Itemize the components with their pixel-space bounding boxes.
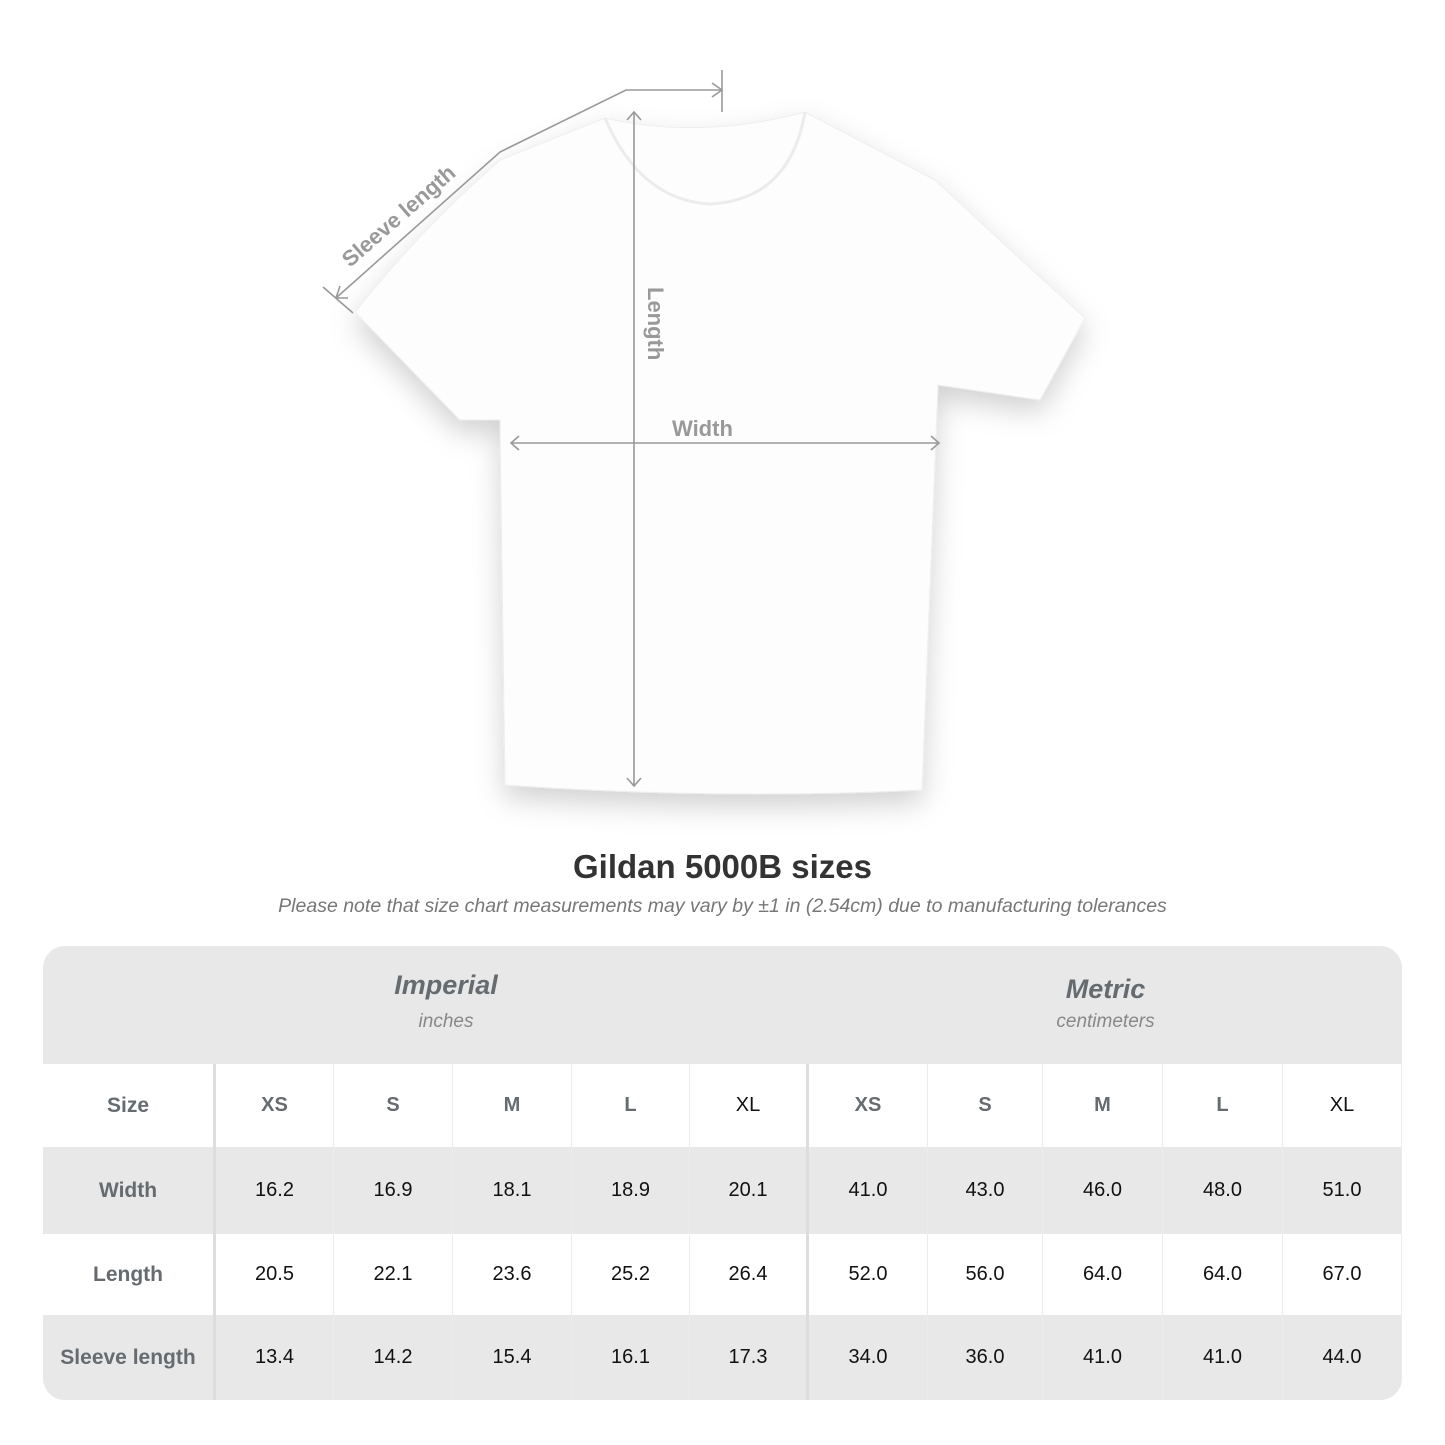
imperial-value-cell: 17.3	[690, 1315, 809, 1400]
imperial-value-cell: 23.6	[453, 1234, 572, 1315]
imperial-value-cell: 16.2	[216, 1147, 334, 1234]
size-header-cell: S	[928, 1064, 1043, 1147]
imperial-header: Imperial inches	[216, 946, 676, 1064]
tshirt-shape	[354, 111, 1086, 795]
imperial-value-cell: 26.4	[690, 1234, 809, 1315]
size-header-cell: XL	[690, 1064, 809, 1147]
width-label: Width	[672, 416, 733, 441]
metric-value-cell: 52.0	[809, 1234, 928, 1315]
length-label: Length	[643, 287, 668, 360]
size-header-cell: L	[1163, 1064, 1283, 1147]
size-table: Imperial inches Metric centimeters Size X…	[43, 946, 1402, 1400]
tolerance-note: Please note that size chart measurements…	[278, 895, 1167, 917]
metric-value-cell: 64.0	[1163, 1234, 1283, 1315]
size-header-cell: M	[1043, 1064, 1163, 1147]
imperial-value-cell: 18.9	[572, 1147, 690, 1234]
imperial-value-cell: 13.4	[216, 1315, 334, 1400]
metric-value-cell: 43.0	[928, 1147, 1043, 1234]
metric-value-cell: 67.0	[1283, 1234, 1402, 1315]
size-header-cell: L	[572, 1064, 690, 1147]
sleeve-arrow-end	[711, 70, 724, 112]
imperial-value-cell: 20.1	[690, 1147, 809, 1234]
width-line	[509, 435, 941, 451]
size-header-cell: M	[453, 1064, 572, 1147]
table-row: Sleeve length 13.4 14.2 15.4 16.1 17.3 34.0 36.…	[43, 1315, 1402, 1400]
imperial-value-cell: 20.5	[216, 1234, 334, 1315]
imperial-value-cell: 22.1	[334, 1234, 453, 1315]
metric-value-cell: 41.0	[809, 1147, 928, 1234]
metric-unit: centimeters	[1056, 1011, 1155, 1032]
metric-value-cell: 46.0	[1043, 1147, 1163, 1234]
sleeve-length-line	[335, 89, 722, 299]
collar	[603, 111, 807, 206]
imperial-value-cell: 15.4	[453, 1315, 572, 1400]
length-line	[626, 110, 642, 788]
size-header-cell: XS	[216, 1064, 334, 1147]
size-header-cell: XS	[809, 1064, 928, 1147]
size-column-label: Size	[43, 1064, 216, 1147]
metric-value-cell: 51.0	[1283, 1147, 1402, 1234]
metric-value-cell: 34.0	[809, 1315, 928, 1400]
imperial-value-cell: 14.2	[334, 1315, 453, 1400]
row-label: Length	[43, 1234, 216, 1315]
imperial-value-cell: 16.1	[572, 1315, 690, 1400]
metric-value-cell: 56.0	[928, 1234, 1043, 1315]
size-header-cell: S	[334, 1064, 453, 1147]
tshirt-diagram: Sleeve length Length Width	[322, 70, 1086, 795]
row-label: Sleeve length	[43, 1315, 216, 1400]
table-row: Width 16.2 16.9 18.1 18.9 20.1 41.0 43.0 46.0 48.…	[43, 1147, 1402, 1234]
metric-value-cell: 41.0	[1043, 1315, 1163, 1400]
imperial-value-cell: 16.9	[334, 1147, 453, 1234]
metric-header: Metric centimeters	[809, 946, 1402, 1064]
size-header-cell: XL	[1283, 1064, 1402, 1147]
imperial-value-cell: 18.1	[453, 1147, 572, 1234]
metric-value-cell: 48.0	[1163, 1147, 1283, 1234]
metric-value-cell: 36.0	[928, 1315, 1043, 1400]
metric-value-cell: 64.0	[1043, 1234, 1163, 1315]
sleeve-arrow-start	[322, 285, 354, 314]
size-header-row: Size XS S M L XL XS S M L XL	[43, 1064, 1402, 1147]
imperial-title: Imperial	[394, 970, 498, 1000]
metric-value-cell: 44.0	[1283, 1315, 1402, 1400]
imperial-unit: inches	[418, 1011, 474, 1032]
metric-value-cell: 41.0	[1163, 1315, 1283, 1400]
metric-title: Metric	[1065, 974, 1146, 1004]
table-row: Length 20.5 22.1 23.6 25.2 26.4 52.0 56.0 64.0 64…	[43, 1234, 1402, 1315]
imperial-value-cell: 25.2	[572, 1234, 690, 1315]
page-title: Gildan 5000B sizes	[573, 848, 872, 885]
row-label: Width	[43, 1147, 216, 1234]
